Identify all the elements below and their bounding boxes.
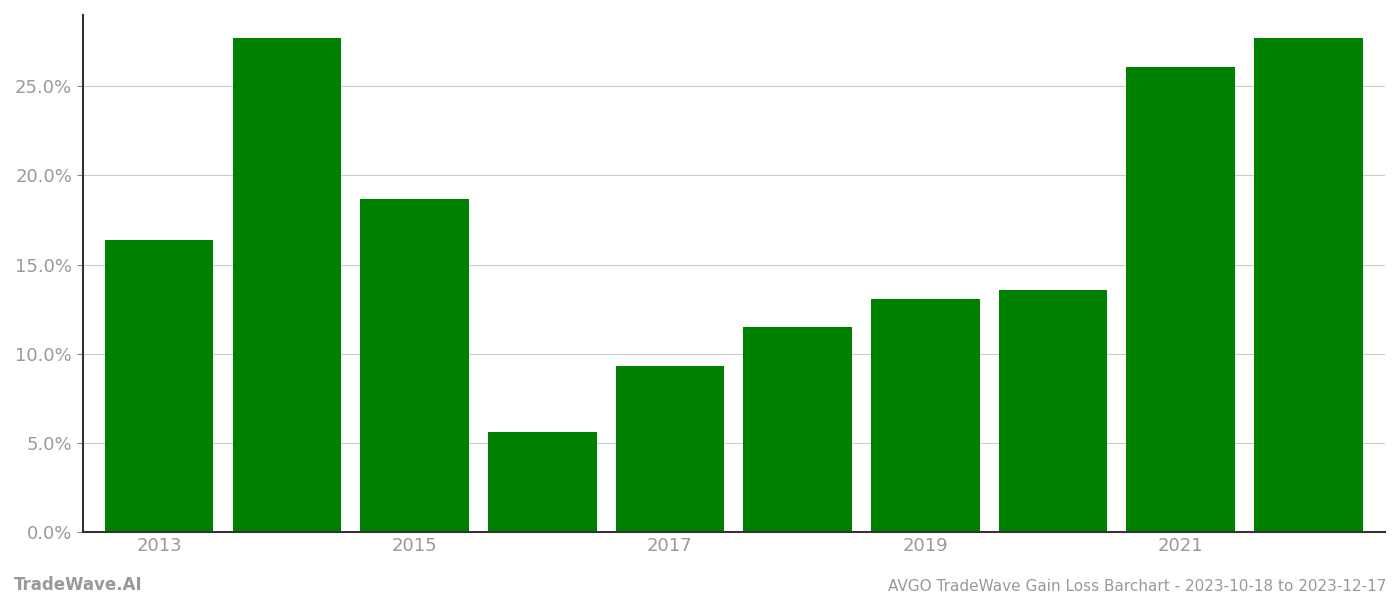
- Bar: [1127, 67, 1235, 532]
- Bar: [360, 199, 469, 532]
- Bar: [871, 299, 980, 532]
- Text: AVGO TradeWave Gain Loss Barchart - 2023-10-18 to 2023-12-17: AVGO TradeWave Gain Loss Barchart - 2023…: [888, 579, 1386, 594]
- Bar: [743, 327, 851, 532]
- Bar: [1254, 38, 1362, 532]
- Bar: [489, 432, 596, 532]
- Bar: [232, 38, 342, 532]
- Bar: [998, 290, 1107, 532]
- Bar: [105, 239, 213, 532]
- Bar: [616, 366, 724, 532]
- Text: TradeWave.AI: TradeWave.AI: [14, 576, 143, 594]
